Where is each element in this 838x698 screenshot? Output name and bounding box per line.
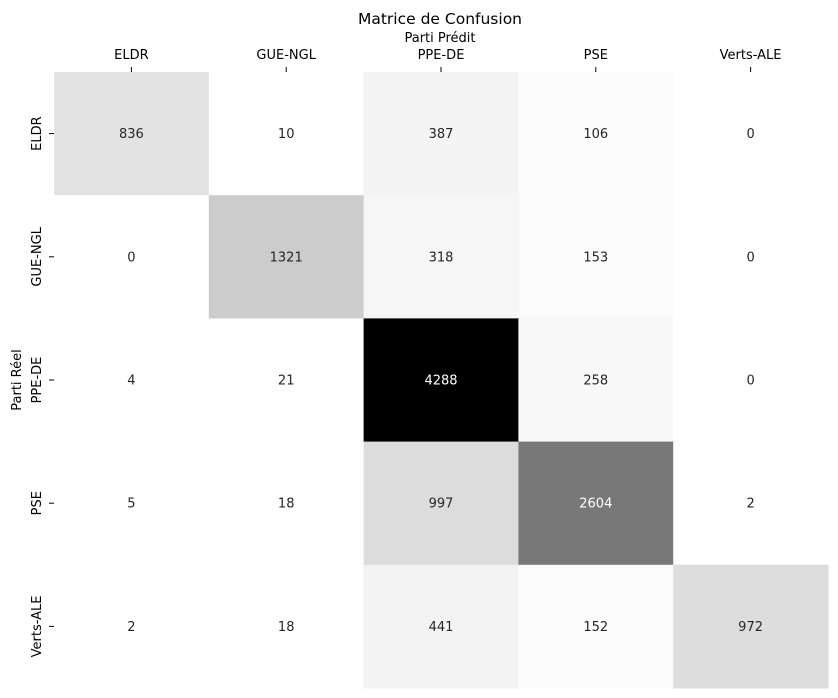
cell-value-4-2: 441: [429, 620, 454, 635]
cell-value-4-1: 18: [278, 620, 295, 635]
y-tick-label: GUE-NGL: [30, 226, 45, 286]
cell-value-4-3: 152: [583, 620, 608, 635]
heatmap-cell-4-4: [673, 564, 829, 689]
cell-value-1-2: 318: [429, 250, 454, 265]
heatmap-cell-2-2: [363, 318, 519, 443]
heatmap-cell-0-0: [54, 72, 210, 196]
cell-value-3-0: 5: [127, 497, 135, 512]
cell-value-4-0: 2: [127, 620, 135, 635]
heatmap-cell-2-0: [54, 318, 210, 443]
cell-value-4-4: 972: [738, 620, 763, 635]
heatmap-cell-0-2: [363, 72, 519, 196]
y-tick-label: PPE-DE: [30, 357, 45, 404]
heatmap-cell-4-2: [363, 564, 519, 689]
heatmap-cell-4-1: [208, 564, 365, 689]
cell-value-0-3: 106: [583, 127, 608, 142]
cell-value-1-0: 0: [127, 250, 135, 265]
x-tick-label: PPE-DE: [418, 48, 465, 63]
heatmap-cell-labels: 836 10 387 106 0 0 1321 318 153 0 4 21 4288 258 0 5 18 99…: [119, 127, 763, 635]
heatmap-cell-3-0: [54, 441, 210, 566]
x-axis-label: Parti Prédit: [404, 31, 475, 46]
y-tick-label: ELDR: [30, 116, 45, 151]
heatmap-cell-2-1: [208, 318, 365, 443]
heatmap-cell-3-1: [208, 441, 365, 566]
cell-value-0-4: 0: [746, 127, 754, 142]
heatmap-cell-4-3: [518, 564, 674, 689]
chart-title: Matrice de Confusion: [358, 10, 522, 28]
cell-value-1-1: 1321: [270, 250, 303, 265]
x-tick-label: ELDR: [114, 48, 149, 63]
cell-value-1-3: 153: [583, 250, 608, 265]
x-tick-label: Verts-ALE: [720, 48, 782, 63]
heatmap-cell-0-3: [518, 72, 674, 196]
heatmap-cell-1-2: [363, 195, 519, 319]
cell-value-2-2: 4288: [424, 374, 457, 389]
cell-value-2-1: 21: [278, 374, 295, 389]
x-axis-ticks: ELDR GUE-NGL PPE-DE PSE Verts-ALE: [114, 48, 782, 72]
cell-value-0-1: 10: [278, 127, 295, 142]
heatmap-cell-3-3: [518, 441, 674, 566]
cell-value-2-0: 4: [127, 374, 135, 389]
cell-value-3-4: 2: [746, 497, 754, 512]
cell-value-3-3: 2604: [579, 497, 612, 512]
heatmap-cell-1-4: [673, 195, 829, 319]
y-axis-label: Parti Réel: [10, 349, 25, 410]
y-tick-label: PSE: [30, 491, 45, 515]
cell-value-2-3: 258: [583, 374, 608, 389]
y-tick-label: Verts-ALE: [30, 595, 45, 657]
heatmap-cell-3-2: [363, 441, 519, 566]
heatmap-cells: [54, 72, 829, 689]
x-tick-label: PSE: [584, 48, 608, 63]
cell-value-3-1: 18: [278, 497, 295, 512]
cell-value-0-2: 387: [429, 127, 454, 142]
heatmap-cell-2-4: [673, 318, 829, 443]
x-tick-label: GUE-NGL: [256, 48, 316, 63]
cell-value-3-2: 997: [429, 497, 454, 512]
heatmap-cell-4-0: [54, 564, 210, 689]
cell-value-1-4: 0: [746, 250, 754, 265]
heatmap-cell-2-3: [518, 318, 674, 443]
heatmap-cell-1-0: [54, 195, 210, 319]
cell-value-2-4: 0: [746, 374, 754, 389]
heatmap-cell-1-1: [208, 195, 365, 319]
heatmap-cell-0-1: [208, 72, 365, 196]
y-axis-ticks: ELDR GUE-NGL PPE-DE PSE Verts-ALE: [30, 116, 54, 657]
heatmap-cell-0-4: [673, 72, 829, 196]
cell-value-0-0: 836: [119, 127, 144, 142]
heatmap-cell-3-4: [673, 441, 829, 566]
heatmap-cell-1-3: [518, 195, 674, 319]
